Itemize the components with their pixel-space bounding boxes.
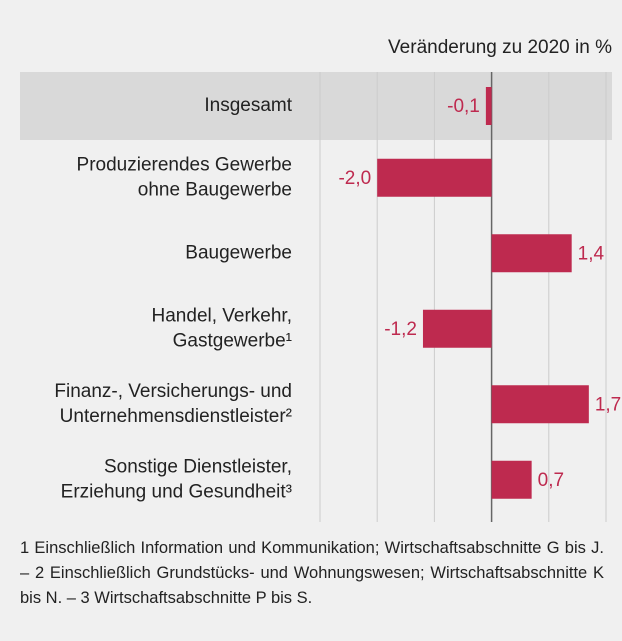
category-line: Sonstige Dienstleister, [104,456,292,477]
axis-label: Veränderung zu 2020 in % [388,37,612,58]
bar [422,309,492,348]
category-label: Handel, Verkehr, Gastgewerbe¹ [152,305,292,351]
bar [491,234,572,273]
category-line: Produzierendes Gewerbe [77,154,292,175]
value-label: 0,7 [538,470,564,491]
bar [377,158,492,197]
bar [491,385,589,424]
footnote: 1 Einschließlich Information und Kommuni… [20,539,604,607]
value-label: -2,0 [338,168,371,189]
category-line: Insgesamt [204,95,292,116]
category-line: ohne Baugewerbe [138,179,292,200]
value-label: 1,4 [578,243,605,264]
category-line: Finanz-, Versicherungs- und [54,381,292,402]
value-label: -1,2 [384,319,417,340]
category-label: Finanz-, Versicherungs- und Unternehmensd… [54,381,292,427]
category-line: Gastgewerbe¹ [173,330,292,351]
category-label: Produzierendes Gewerbe ohne Baugewerbe [77,154,292,200]
category-label: Sonstige Dienstleister, Erziehung und Ges… [61,456,292,502]
category-label: Baugewerbe [185,242,292,263]
chart: Veränderung zu 2020 in % Insgesamt -0,1 Pr… [20,37,621,522]
category-line: Erziehung und Gesundheit³ [61,481,292,502]
value-label: 1,7 [595,394,621,415]
value-label: -0,1 [447,96,480,117]
bar [485,87,492,125]
highlight-band [20,72,612,140]
category-line: Baugewerbe [185,242,292,263]
category-line: Unternehmensdienstleister² [60,406,292,427]
category-line: Handel, Verkehr, [152,305,292,326]
bar [491,460,532,499]
category-label: Insgesamt [204,95,292,116]
